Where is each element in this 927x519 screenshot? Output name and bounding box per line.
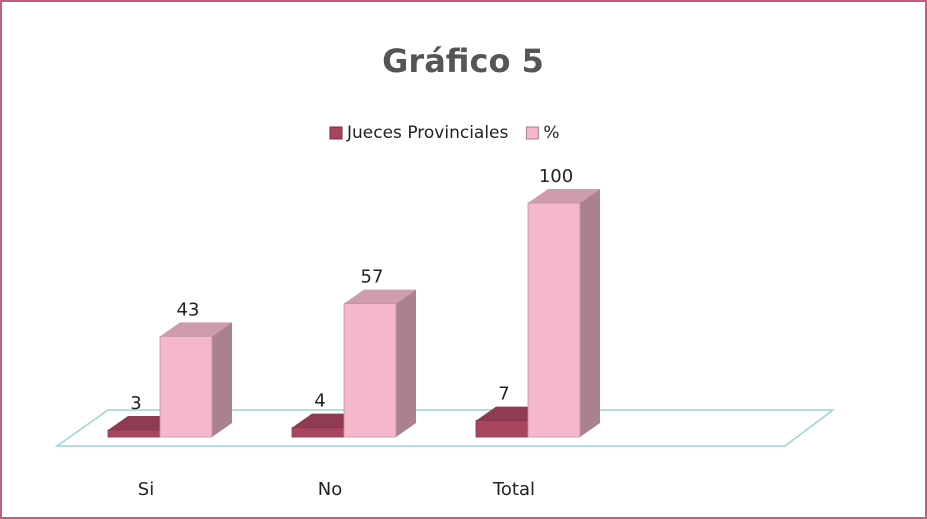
bar-side <box>396 289 416 437</box>
legend-label: % <box>543 123 559 143</box>
bar <box>291 427 345 438</box>
bar <box>343 303 397 438</box>
x-tick-label: Si <box>138 479 154 500</box>
bar-side <box>580 189 600 437</box>
bar-side <box>212 322 232 437</box>
bar <box>107 429 161 438</box>
data-label: 4 <box>314 391 325 412</box>
bar-top <box>344 289 416 304</box>
floor <box>54 409 836 447</box>
bar <box>475 420 529 438</box>
legend-swatch <box>525 126 539 140</box>
data-label: 57 <box>361 267 384 288</box>
legend-label: Jueces Provinciales <box>346 123 509 143</box>
bar-top <box>528 189 600 203</box>
legend-swatch <box>329 126 343 140</box>
data-label: 3 <box>130 393 141 414</box>
data-label: 100 <box>539 166 573 187</box>
chart-title: Gráfico 5 <box>382 42 544 80</box>
bar <box>159 335 213 438</box>
x-tick-label: No <box>318 479 342 500</box>
bar-top <box>160 322 232 337</box>
bar <box>527 202 581 438</box>
data-label: 43 <box>177 299 200 320</box>
data-label: 7 <box>498 384 509 405</box>
x-tick-label: Total <box>492 479 535 500</box>
